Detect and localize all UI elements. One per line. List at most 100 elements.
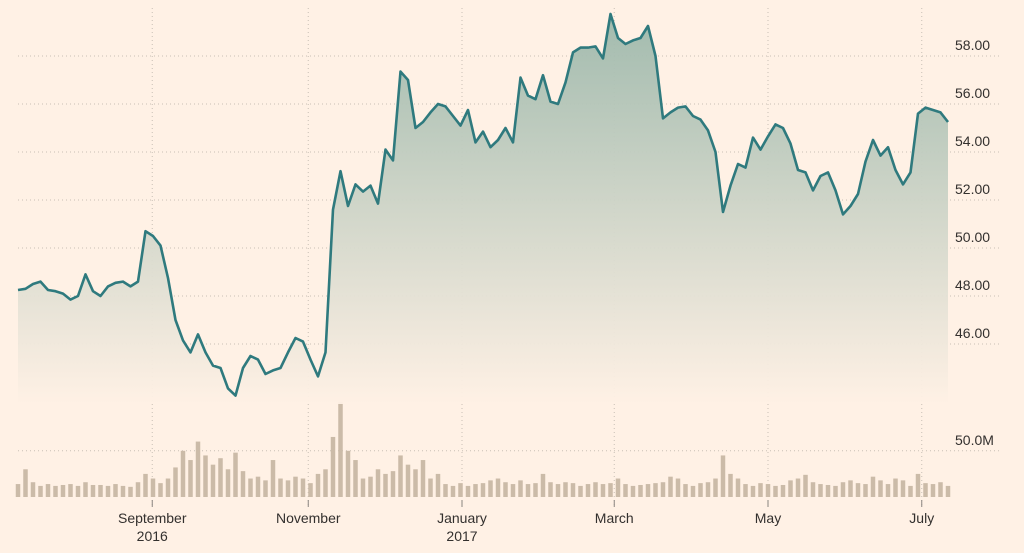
volume-bar <box>375 469 381 497</box>
volume-bar <box>540 473 546 497</box>
volume-bar <box>383 473 388 497</box>
volume-bar <box>150 478 156 497</box>
x-tick-label: July <box>909 510 934 526</box>
y-tick-label: 56.00 <box>955 85 990 101</box>
volume-bar <box>495 478 501 497</box>
volume-bar <box>90 484 96 497</box>
y-tick-label: 46.00 <box>955 325 990 341</box>
y-tick-label: 54.00 <box>955 133 990 149</box>
volume-bar <box>338 401 343 497</box>
labels: 46.00 48.00 50.00 52.00 54.00 56.00 58.00 50.0M… <box>118 37 994 544</box>
volume-bar <box>143 473 148 497</box>
x-tick-label: May <box>755 510 781 526</box>
volume-bar <box>705 482 711 497</box>
volume-bar <box>428 478 433 497</box>
volume-bar <box>368 476 373 497</box>
volume-bar <box>390 471 396 497</box>
volume-bar <box>503 482 508 497</box>
volume-bar <box>120 485 126 497</box>
volume-bar <box>300 478 306 497</box>
volume-bar <box>405 464 411 497</box>
volume-bar <box>563 482 568 497</box>
volume-bar <box>15 484 21 497</box>
volume-bar <box>780 484 786 497</box>
x-tick-label: September <box>118 510 187 526</box>
volume-bar <box>360 478 366 497</box>
volume-bar <box>668 476 673 497</box>
volume-bar <box>908 485 913 497</box>
y-tick-label: 52.00 <box>955 181 990 197</box>
volume-bar <box>720 455 726 497</box>
volume-bar <box>480 483 486 497</box>
volume-bar <box>728 473 733 497</box>
volume-bar <box>240 471 246 497</box>
volume-bar <box>225 469 231 497</box>
volume-bar <box>750 485 756 497</box>
volume-bar <box>645 484 651 497</box>
price <box>17 12 950 404</box>
volume-bar <box>600 484 606 497</box>
volume-bar <box>585 484 591 497</box>
volume-bar <box>818 484 823 497</box>
volume-bar <box>615 478 621 497</box>
volume-bar <box>158 483 163 497</box>
volume-bar <box>683 484 688 497</box>
volume-bar <box>863 484 868 497</box>
volume-bar <box>803 474 808 497</box>
volume-bar <box>420 460 426 497</box>
volume-bar <box>810 482 816 497</box>
volume-bar <box>315 473 321 497</box>
volume-bar <box>75 485 81 497</box>
volume-bar <box>113 484 118 497</box>
volume-bar <box>278 478 283 497</box>
volume-bar <box>135 482 141 497</box>
volume-bar <box>53 485 58 497</box>
volume-bar <box>555 484 561 497</box>
volume-bar <box>788 480 793 497</box>
volume-bar <box>23 469 28 497</box>
volume-bar <box>203 455 208 497</box>
volume-bar <box>945 485 951 497</box>
volume-bar <box>518 480 523 497</box>
volume-bar <box>660 482 666 497</box>
volume-bar <box>698 483 703 497</box>
volume-bar <box>270 460 276 497</box>
x-tick-year: 2017 <box>446 528 477 544</box>
volume-bar <box>525 484 531 497</box>
volume-bar <box>758 483 763 497</box>
volume-bar <box>893 478 898 497</box>
volume-bar <box>570 483 576 497</box>
volume-bar <box>690 485 696 497</box>
volume-bar <box>578 485 583 497</box>
x-tick-label: March <box>595 510 634 526</box>
volume-bar <box>128 486 133 497</box>
volume-bar <box>435 473 441 497</box>
x-tick-label: November <box>276 510 341 526</box>
volume-bar <box>353 460 358 497</box>
volume-bar <box>60 484 66 497</box>
volume-bar <box>180 450 186 497</box>
volume-bar <box>345 450 351 497</box>
y-tick-label: 48.00 <box>955 277 990 293</box>
volume-bar <box>548 482 553 497</box>
volume-bar <box>795 478 801 497</box>
price-line <box>17 12 950 397</box>
volume-bar <box>900 480 906 497</box>
y2-tick-label: 50.0M <box>955 432 994 448</box>
volume-bar <box>833 485 838 497</box>
volume-bar <box>458 483 463 497</box>
volume-bar <box>443 484 448 497</box>
volume-bar <box>638 484 643 497</box>
volume-bar <box>195 441 201 497</box>
volume-bar <box>233 452 238 497</box>
volume-bar <box>675 478 681 497</box>
volume-bar <box>210 464 216 497</box>
volume-bar <box>930 484 936 497</box>
volume-bars <box>15 401 951 497</box>
y-tick-label: 58.00 <box>955 37 990 53</box>
volume-bar <box>773 485 778 497</box>
volume-bar <box>248 478 253 497</box>
volume-bar <box>473 484 478 497</box>
volume-bar <box>735 478 741 497</box>
